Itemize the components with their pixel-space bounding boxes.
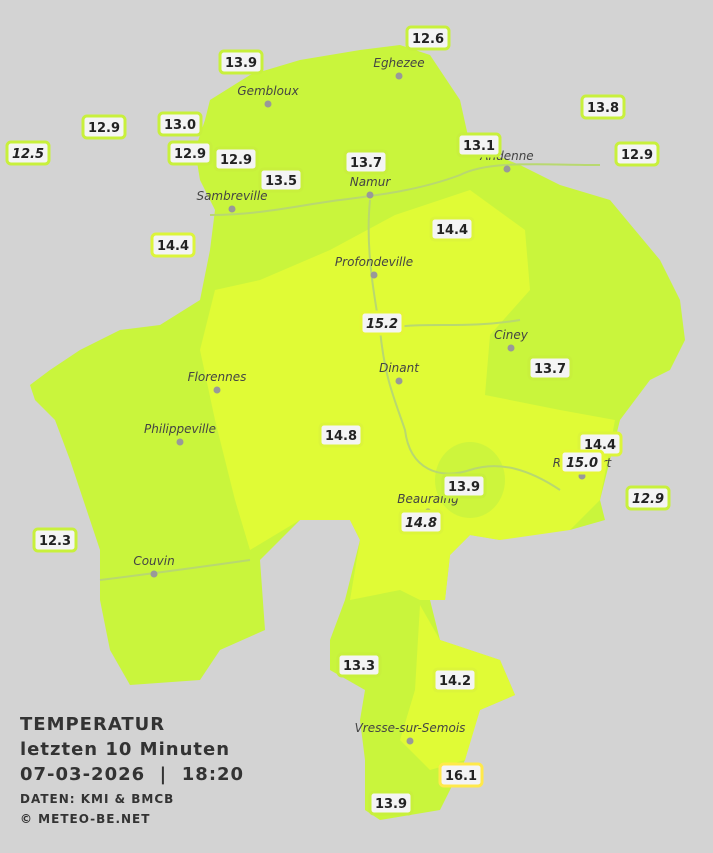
town-dot: [503, 165, 511, 173]
station-box: [527, 355, 573, 381]
zone-yellow: [200, 190, 615, 600]
town-label: Dinant: [379, 361, 420, 375]
station-value: 14.2: [439, 674, 471, 689]
station-value: 15.0: [566, 456, 598, 471]
station-box: [405, 25, 451, 51]
town-label: Couvin: [133, 554, 174, 568]
town-dot: [213, 386, 221, 394]
town-dot: [395, 377, 403, 385]
town-dot: [228, 205, 236, 213]
station-value: 13.8: [587, 101, 619, 116]
station-box: [150, 232, 196, 258]
station-value: 13.9: [448, 480, 480, 495]
station-box: [336, 652, 382, 678]
station-value: 13.5: [265, 174, 297, 189]
station-box: [559, 449, 605, 475]
station-box: [81, 114, 127, 140]
station-value: 12.6: [412, 32, 444, 47]
town-dot: [150, 570, 158, 578]
town-dot: [395, 72, 403, 80]
station-value: 12.9: [88, 121, 120, 136]
station-box: [5, 140, 51, 166]
station-box: [438, 762, 484, 788]
station-box: [614, 141, 660, 167]
station-value: 12.9: [174, 147, 206, 162]
station-box: [441, 473, 487, 499]
station-value: 14.4: [436, 223, 468, 238]
station-value: 15.2: [366, 317, 398, 332]
town-label: Sambreville: [196, 189, 267, 203]
station-value: 12.5: [12, 147, 44, 162]
station-box: [625, 485, 671, 511]
station-box: [218, 49, 264, 75]
timestamp: 07-03-2026 | 18:20: [20, 764, 244, 785]
copyright: © METEO-BE.NET: [20, 812, 150, 826]
station-box: [368, 790, 414, 816]
station-box: [456, 132, 502, 158]
station-value: 13.9: [225, 56, 257, 71]
station-value: 16.1: [445, 769, 477, 784]
station-value: 13.7: [534, 362, 566, 377]
station-value: 13.0: [164, 118, 196, 133]
town-dot: [366, 191, 374, 199]
town-label: Eghezee: [373, 56, 424, 70]
town-label: Gembloux: [237, 84, 299, 98]
station-value: 12.9: [220, 153, 252, 168]
town-label: Vresse-sur-Semois: [355, 721, 466, 735]
station-box: [213, 146, 259, 172]
river: [99, 163, 601, 581]
subtitle: letzten 10 Minuten: [20, 739, 230, 760]
town-dot: [176, 438, 184, 446]
title: TEMPERATUR: [20, 714, 165, 735]
station-value: 13.3: [343, 659, 375, 674]
town-label: Philippeville: [144, 422, 216, 436]
station-box: [580, 94, 626, 120]
town-label: Profondeville: [335, 255, 413, 269]
station-box: [343, 149, 389, 175]
station-box: [167, 140, 213, 166]
station-value: 13.1: [463, 139, 495, 154]
town-label: Ciney: [494, 328, 529, 342]
station-value: 13.7: [350, 156, 382, 171]
station-box: [359, 310, 405, 336]
station-value: 12.9: [632, 492, 664, 507]
station-box: [429, 216, 475, 242]
town-label: Florennes: [188, 370, 247, 384]
town-dot: [507, 344, 515, 352]
station-value: 14.4: [157, 239, 189, 254]
town-dot: [370, 271, 378, 279]
station-value: 14.8: [405, 516, 437, 531]
town-dot: [264, 100, 272, 108]
station-box: [432, 667, 478, 693]
town-dot: [406, 737, 414, 745]
station-box: [157, 111, 203, 137]
station-box: [318, 422, 364, 448]
station-box: [32, 527, 78, 553]
station-value: 13.9: [375, 797, 407, 812]
station-value: 12.9: [621, 148, 653, 163]
station-value: 14.4: [584, 438, 616, 453]
station-value: 14.8: [325, 429, 357, 444]
town-label: Namur: [350, 175, 392, 189]
station-box: [398, 509, 444, 535]
station-box: [258, 167, 304, 193]
station-value: 12.3: [39, 534, 71, 549]
source: DATEN: KMI & BMCB: [20, 792, 174, 806]
